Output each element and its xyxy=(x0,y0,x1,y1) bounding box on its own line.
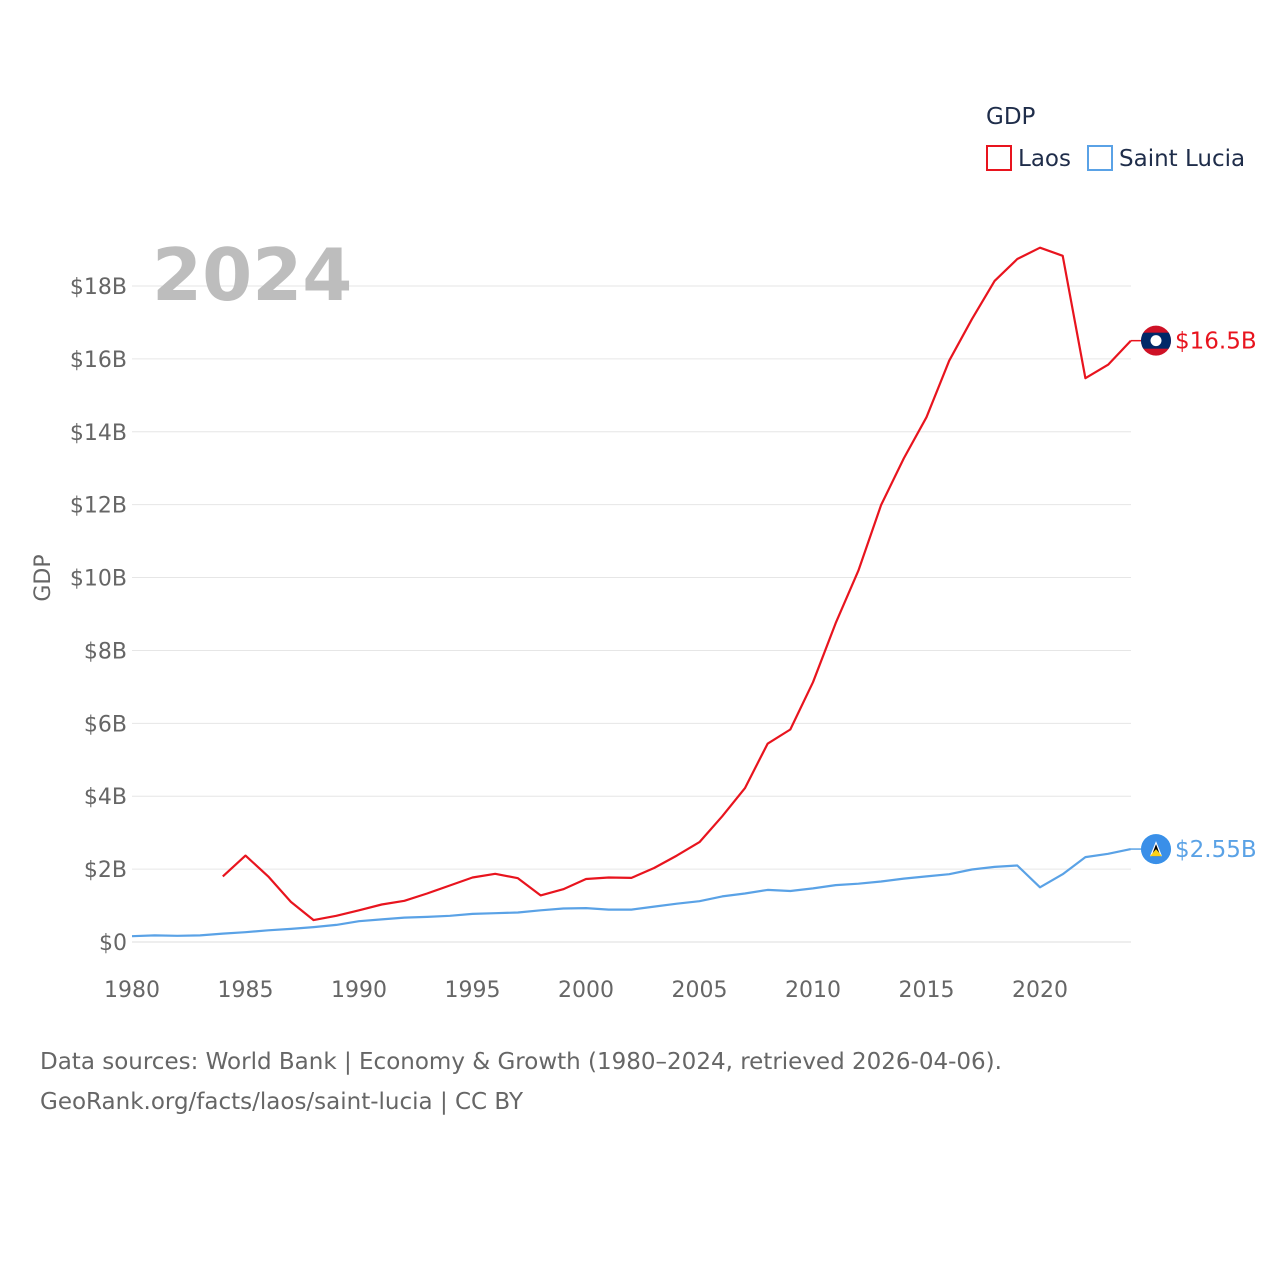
end-label-saint-lucia: $2.55B xyxy=(1175,837,1257,863)
series-line-laos xyxy=(222,246,1132,922)
y-tick-label: $14B xyxy=(70,421,127,446)
x-tick-label: 1990 xyxy=(331,978,387,1003)
x-tick-label: 1985 xyxy=(218,978,274,1003)
y-tick-label: $0 xyxy=(99,931,127,956)
y-tick-label: $16B xyxy=(70,348,127,373)
x-tick-label: 2015 xyxy=(899,978,955,1003)
footer-attribution: GeoRank.org/facts/laos/saint-lucia | CC … xyxy=(40,1089,523,1115)
y-axis-ticks: $0 $2B $4B $6B $8B $10B $12B $14B $16B $18B xyxy=(70,275,127,956)
x-tick-label: 2020 xyxy=(1012,978,1068,1003)
y-tick-label: $4B xyxy=(84,785,127,810)
legend-swatch-laos xyxy=(986,145,1012,171)
y-tick-label: $8B xyxy=(84,639,127,664)
legend-item-laos[interactable]: Laos xyxy=(986,145,1071,172)
x-tick-label: 1980 xyxy=(104,978,160,1003)
x-axis-ticks: 1980 1985 1990 1995 2000 2005 2010 2015 2020 xyxy=(104,978,1068,1003)
legend-title: GDP xyxy=(986,104,1036,130)
legend-item-saint-lucia[interactable]: Saint Lucia xyxy=(1087,145,1245,172)
x-tick-label: 1995 xyxy=(445,978,501,1003)
footer: Data sources: World Bank | Economy & Gro… xyxy=(40,1042,1240,1122)
x-tick-label: 2000 xyxy=(558,978,614,1003)
x-tick-label: 2010 xyxy=(785,978,841,1003)
y-tick-label: $18B xyxy=(70,275,127,300)
series-lines xyxy=(131,246,1132,938)
gdp-line-chart: $0$2B$4B$6B$8B$10B$12B$14B$16B$18B 1980 1… xyxy=(31,104,1257,1003)
y-axis-title: GDP xyxy=(31,554,56,601)
x-tick-label: 2005 xyxy=(672,978,728,1003)
gridlines xyxy=(132,285,1131,943)
y-tick-label: $10B xyxy=(70,567,127,592)
legend-swatch-saint-lucia xyxy=(1087,145,1113,171)
legend-label-laos: Laos xyxy=(1018,146,1071,172)
laos-flag-icon xyxy=(1141,325,1171,356)
year-label: 2024 xyxy=(152,233,352,317)
y-tick-label: $2B xyxy=(84,858,127,883)
legend: GDP Laos Saint Lucia xyxy=(986,104,1245,172)
legend-label-saint-lucia: Saint Lucia xyxy=(1119,146,1245,172)
series-end-markers: $16.5B $2.55B xyxy=(1130,325,1257,865)
series-line-saint-lucia xyxy=(131,848,1132,938)
y-tick-label: $6B xyxy=(84,712,127,737)
y-tick-label: $12B xyxy=(70,494,127,519)
saint-lucia-flag-icon xyxy=(1141,834,1171,865)
footer-source: Data sources: World Bank | Economy & Gro… xyxy=(40,1049,1002,1075)
end-label-laos: $16.5B xyxy=(1175,329,1257,355)
